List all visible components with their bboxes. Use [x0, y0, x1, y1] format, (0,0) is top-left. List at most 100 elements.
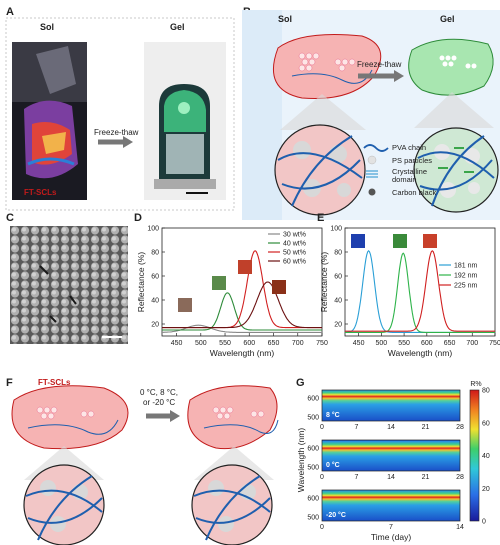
- sample-photo-swatch: [212, 276, 226, 290]
- y-tick-label: 60: [334, 274, 342, 281]
- panel-label-a: A: [6, 6, 14, 18]
- legend-crystalline-domain: Crystalline domain: [392, 167, 428, 184]
- a-arrow-text: Freeze-thaw: [94, 128, 139, 137]
- y-tick-label: 600: [307, 395, 319, 402]
- x-tick-label: 0: [320, 424, 324, 431]
- legend-label: 225 nm: [454, 283, 478, 290]
- panel-b: [242, 10, 500, 220]
- x-axis-label: Wavelength (nm): [210, 348, 275, 358]
- x-tick-label: 14: [387, 474, 395, 481]
- y-tick-label: 80: [334, 250, 342, 257]
- colorbar-title: R%: [470, 381, 481, 388]
- x-tick-label: 500: [195, 340, 207, 347]
- x-tick-label: 21: [422, 424, 430, 431]
- panel-label-c: C: [6, 212, 14, 224]
- y-tick-label: 20: [151, 322, 159, 329]
- colorbar-tick-label: 20: [482, 486, 490, 493]
- x-tick-label: 600: [243, 340, 255, 347]
- x-tick-label: 21: [422, 474, 430, 481]
- x-tick-label: 28: [456, 424, 464, 431]
- series-line: [162, 281, 322, 329]
- y-tick-label: 40: [151, 298, 159, 305]
- colorbar-tick-label: 0: [482, 519, 486, 526]
- b-gel-title: Gel: [440, 14, 455, 24]
- sol-vial-photo: [12, 42, 87, 200]
- sample-photo-swatch: [238, 260, 252, 274]
- colorbar: [469, 389, 480, 522]
- colorbar-tick-label: 40: [482, 453, 490, 460]
- sample-photo-swatch: [351, 234, 365, 248]
- legend-ps-particles: PS particles: [392, 156, 433, 165]
- x-tick-label: 500: [376, 340, 388, 347]
- legend-label: 40 wt%: [283, 241, 306, 248]
- f-sample-label: FT-SCLs: [38, 378, 71, 387]
- x-tick-label: 7: [389, 524, 393, 531]
- panel-a: [5, 17, 235, 211]
- f-condition-line2: or -20 °C: [143, 398, 176, 407]
- legend-label: 30 wt%: [283, 232, 306, 239]
- y-tick-label: 60: [151, 274, 159, 281]
- plot-frame: [161, 227, 323, 337]
- legend-pva-chain: PVA chain: [392, 143, 427, 152]
- x-tick-label: 0: [320, 474, 324, 481]
- series-line: [345, 250, 495, 332]
- x-tick-label: 750: [316, 340, 328, 347]
- y-tick-label: 600: [307, 495, 319, 502]
- legend-label: 50 wt%: [283, 250, 306, 257]
- x-tick-label: 550: [219, 340, 231, 347]
- series-line: [162, 292, 322, 331]
- chart-d: 450 500 550 600 650 700 750 20 40 60 80 100 Waveleng…: [136, 226, 328, 359]
- y-axis-label: Reflectance (%): [319, 252, 329, 313]
- y-tick-label: 80: [151, 250, 159, 257]
- sem-image: [10, 226, 128, 344]
- heatmap-cell: [321, 389, 461, 422]
- sample-photo-swatch: [178, 298, 192, 312]
- x-tick-label: 0: [320, 524, 324, 531]
- x-tick-label: 700: [292, 340, 304, 347]
- sample-photo-swatch: [272, 280, 286, 294]
- x-tick-label: 28: [456, 474, 464, 481]
- y-tick-label: 100: [330, 226, 342, 233]
- sample-photo-swatch: [393, 234, 407, 248]
- a-sample-label: FT-SCLs: [24, 188, 57, 197]
- heatmap-cell: [321, 489, 461, 522]
- y-axis-label: Wavelength (nm): [296, 428, 306, 493]
- a-gel-title: Gel: [170, 22, 185, 32]
- panel-label-d: D: [134, 212, 142, 224]
- plot-frame: [344, 227, 496, 337]
- y-tick-label: 100: [147, 226, 159, 233]
- x-axis-label: Wavelength (nm): [388, 348, 453, 358]
- heatmap-condition-label: 8 °C: [326, 411, 340, 419]
- series-line: [345, 252, 495, 333]
- x-tick-label: 7: [355, 474, 359, 481]
- x-tick-label: 700: [466, 340, 478, 347]
- x-tick-label: 7: [355, 424, 359, 431]
- x-tick-label: 750: [489, 340, 500, 347]
- colorbar-tick-label: 60: [482, 420, 490, 427]
- chart-e: 450 500 550 600 650 700 750 20 40 60 80 100 Waveleng…: [319, 226, 500, 359]
- y-tick-label: 500: [307, 415, 319, 422]
- y-tick-label: 500: [307, 465, 319, 472]
- legend-label: 60 wt%: [283, 259, 306, 266]
- f-condition-line1: 0 °C, 8 °C,: [140, 388, 178, 397]
- gel-vial-photo: [144, 42, 226, 200]
- colorbar-tick-label: 80: [482, 388, 490, 395]
- y-tick-label: 500: [307, 515, 319, 522]
- x-tick-label: 600: [421, 340, 433, 347]
- heatmap-condition-label: 0 °C: [326, 461, 340, 469]
- panel-label-f: F: [6, 377, 13, 389]
- x-tick-label: 650: [268, 340, 280, 347]
- x-tick-label: 14: [456, 524, 464, 531]
- legend-carbon-black: Carbon black: [392, 188, 437, 197]
- x-tick-label: 450: [171, 340, 183, 347]
- x-tick-label: 450: [353, 340, 365, 347]
- b-sol-title: Sol: [278, 14, 293, 24]
- x-tick-label: 550: [398, 340, 410, 347]
- y-tick-label: 20: [334, 322, 342, 329]
- heatmap-condition-label: -20 °C: [326, 511, 346, 519]
- x-tick-label: 14: [387, 424, 395, 431]
- panel-f: [11, 385, 279, 545]
- legend-label: 181 nm: [454, 263, 478, 270]
- y-axis-label: Reflectance (%): [136, 252, 146, 313]
